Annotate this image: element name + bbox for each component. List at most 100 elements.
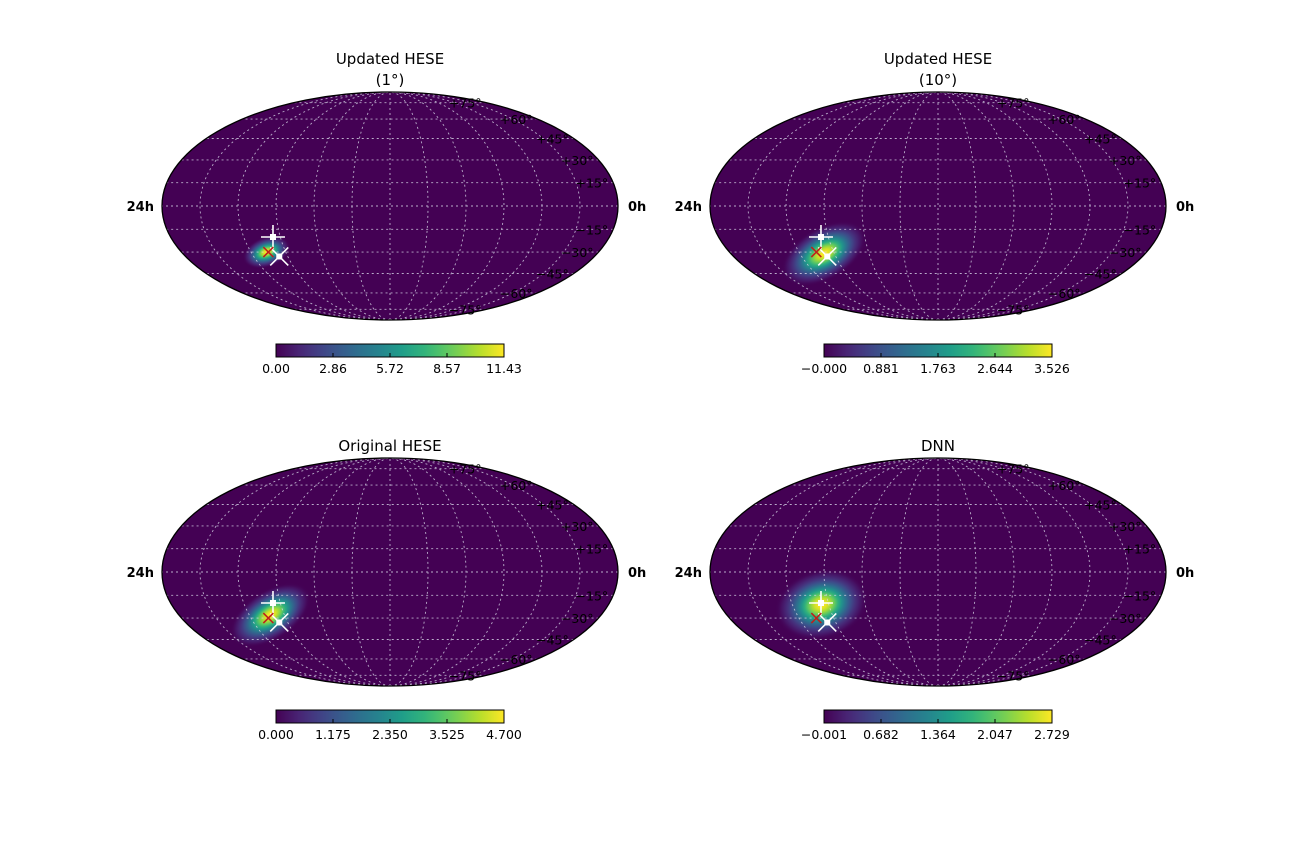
colorbar-tick-label: 0.881 [863, 361, 899, 376]
graticule [162, 458, 618, 686]
sky-background [162, 458, 618, 686]
panel-title: Original HESE [338, 437, 441, 455]
dec-tick-label: −60° [1048, 286, 1081, 301]
colorbar-tick-label: 2.86 [319, 361, 347, 376]
ra-label-0h: 0h [1176, 200, 1194, 215]
map-outline [709, 457, 1167, 687]
dec-tick-label: −15° [576, 222, 609, 237]
dec-tick-label: −45° [1084, 632, 1117, 647]
colorbar-tick-label: 2.047 [977, 727, 1013, 742]
map-outline [161, 91, 619, 321]
dec-tick-label: +30° [1109, 153, 1142, 168]
dec-tick-label: +15° [576, 542, 609, 557]
panel-title: Updated HESE [884, 50, 992, 68]
white-plus-marker [260, 225, 285, 250]
skymap-panel-2: Updated HESE (10°) 24h 0h +75° +60°+45° +30° +1… [675, 50, 1195, 376]
dec-tick-label: −30° [1109, 611, 1142, 626]
colorbar-tick-label: 0.682 [863, 727, 899, 742]
dec-tick-label: +30° [561, 153, 594, 168]
dec-tick-label: −30° [561, 611, 594, 626]
ra-label-24h: 24h [127, 200, 154, 215]
red-x-marker [810, 246, 822, 258]
colorbar-tick-label: 1.175 [315, 727, 351, 742]
dec-tick-label: +15° [1124, 542, 1157, 557]
dec-tick-label: +60° [500, 478, 533, 493]
colorbar-tick-label: 2.644 [977, 361, 1013, 376]
dec-tick-label: +45° [536, 498, 569, 513]
dec-tick-label: −45° [536, 266, 569, 281]
dec-tick-label: +30° [1109, 519, 1142, 534]
colorbar-tick-label: 1.364 [920, 727, 956, 742]
white-plus-marker [260, 591, 285, 616]
white-plus-marker [808, 591, 833, 616]
ra-label-24h: 24h [127, 566, 154, 581]
dec-tick-label: +75° [997, 462, 1030, 477]
dec-tick-label: −15° [1124, 222, 1157, 237]
dec-tick-label: −30° [561, 245, 594, 260]
skymap-panel-1: Updated HESE (1°) 24h 0h +75° +60°+45° +30° +15… [127, 50, 647, 376]
colorbar-tick-label: −0.001 [801, 727, 847, 742]
colorbar-tick-label: 3.525 [429, 727, 465, 742]
ra-label-0h: 0h [628, 200, 646, 215]
ra-label-0h: 0h [1176, 566, 1194, 581]
sky-background [162, 92, 618, 320]
dec-tick-label: +45° [1084, 498, 1117, 513]
dec-tick-label: +75° [997, 96, 1030, 111]
dec-tick-label: −30° [1109, 245, 1142, 260]
dec-tick-label: −75° [449, 668, 482, 683]
red-x-marker [262, 612, 274, 624]
sky-background [710, 92, 1166, 320]
ra-label-24h: 24h [675, 566, 702, 581]
white-x-marker [269, 246, 289, 267]
sky-background [710, 458, 1166, 686]
colorbar-tick-label: 0.00 [262, 361, 290, 376]
colorbar-tick-label: −0.000 [801, 361, 847, 376]
dec-tick-label: +60° [500, 112, 533, 127]
white-plus-marker [808, 225, 833, 250]
graticule [710, 458, 1166, 686]
skymap-panel-3: Original HESE 24h 0h +75° +60°+45° +30° +15° −1… [127, 437, 647, 742]
colorbar-tick-label: 2.729 [1034, 727, 1070, 742]
colorbar-tick-label: 2.350 [372, 727, 408, 742]
dec-tick-label: +75° [449, 462, 482, 477]
dec-tick-label: −75° [997, 668, 1030, 683]
ra-label-24h: 24h [675, 200, 702, 215]
red-x-marker [262, 246, 274, 258]
dec-tick-label: −60° [500, 286, 533, 301]
ra-label-0h: 0h [628, 566, 646, 581]
dec-tick-label: −15° [576, 588, 609, 603]
dec-tick-label: +45° [536, 132, 569, 147]
dec-tick-label: +75° [449, 96, 482, 111]
white-x-marker [817, 612, 837, 633]
dec-tick-label: −15° [1124, 588, 1157, 603]
dec-tick-label: +15° [576, 176, 609, 191]
white-x-marker [269, 612, 289, 633]
white-x-marker [817, 246, 837, 267]
panel-title: DNN [921, 437, 955, 455]
dec-tick-label: +30° [561, 519, 594, 534]
dec-tick-label: +60° [1048, 112, 1081, 127]
dec-tick-label: −75° [449, 302, 482, 317]
panel-title: Updated HESE [336, 50, 444, 68]
colorbar-tick-label: 3.526 [1034, 361, 1070, 376]
colorbar-tick-label: 11.43 [486, 361, 522, 376]
dec-tick-label: −45° [536, 632, 569, 647]
map-outline [709, 91, 1167, 321]
map-outline [161, 457, 619, 687]
dec-tick-label: −45° [1084, 266, 1117, 281]
skymap-panel-4: DNN 24h 0h +75° +60°+45° +30° +15° −15° −30° −45°… [675, 437, 1195, 742]
colorbar-tick-label: 5.72 [376, 361, 404, 376]
colorbar-tick-label: 1.763 [920, 361, 956, 376]
dec-tick-label: +15° [1124, 176, 1157, 191]
dec-tick-label: −75° [997, 302, 1030, 317]
red-x-marker [810, 612, 822, 624]
graticule [162, 92, 618, 320]
dec-tick-label: +60° [1048, 478, 1081, 493]
colorbar-tick-label: 4.700 [486, 727, 522, 742]
graticule [710, 92, 1166, 320]
colorbar-tick-label: 8.57 [433, 361, 461, 376]
panel-title: (1°) [376, 71, 405, 89]
dec-tick-label: −60° [500, 652, 533, 667]
